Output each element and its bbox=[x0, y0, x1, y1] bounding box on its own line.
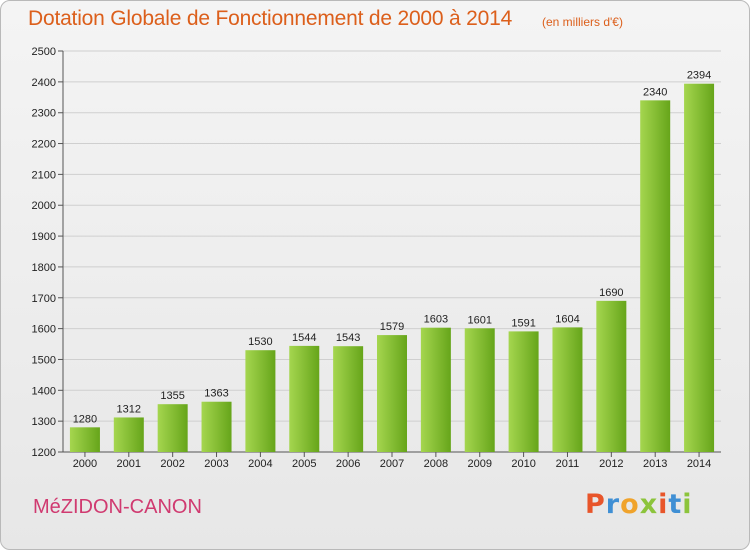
logo-letter: o bbox=[620, 489, 640, 520]
y-tick-label: 1600 bbox=[32, 324, 56, 336]
bar bbox=[377, 335, 407, 452]
x-tick-label: 2008 bbox=[424, 458, 448, 470]
y-tick-label: 1400 bbox=[32, 385, 56, 397]
data-label: 1312 bbox=[117, 403, 141, 415]
data-label: 1530 bbox=[248, 336, 272, 348]
x-tick-label: 2007 bbox=[380, 458, 404, 470]
x-tick-label: 2006 bbox=[336, 458, 360, 470]
x-tick-label: 2013 bbox=[643, 458, 667, 470]
bars bbox=[69, 83, 715, 452]
chart-title: Dotation Globale de Fonctionnement de 20… bbox=[28, 7, 513, 30]
data-label: 1604 bbox=[555, 313, 579, 325]
town-name: MéZIDON-CANON bbox=[33, 496, 202, 518]
x-tick-label: 2010 bbox=[511, 458, 535, 470]
data-label: 1579 bbox=[380, 321, 404, 333]
y-tick-label: 2300 bbox=[32, 108, 56, 120]
x-tick-label: 2004 bbox=[248, 458, 272, 470]
bar bbox=[552, 327, 583, 452]
x-tick-label: 2002 bbox=[160, 458, 184, 470]
bar bbox=[684, 83, 715, 452]
x-tick-label: 2009 bbox=[467, 458, 491, 470]
logo-letter: r bbox=[605, 489, 621, 520]
y-tick-label: 1500 bbox=[32, 354, 56, 366]
logo-letter: t bbox=[668, 489, 683, 520]
y-tick-label: 1900 bbox=[32, 231, 56, 243]
bar bbox=[640, 100, 671, 452]
logo-letter: i bbox=[682, 489, 693, 520]
y-tick-label: 2500 bbox=[32, 46, 56, 58]
bar bbox=[420, 327, 451, 452]
bar bbox=[157, 404, 188, 452]
y-tick-label: 2000 bbox=[32, 200, 56, 212]
y-tick-label: 2400 bbox=[32, 77, 56, 89]
x-tick-label: 2001 bbox=[117, 458, 141, 470]
x-tick-label: 2005 bbox=[292, 458, 316, 470]
bar bbox=[464, 328, 495, 452]
x-tick-label: 2014 bbox=[687, 458, 711, 470]
y-tick-label: 2100 bbox=[32, 169, 56, 181]
data-label: 1601 bbox=[467, 314, 491, 326]
data-label: 1543 bbox=[336, 332, 360, 344]
y-tick-label: 2200 bbox=[32, 139, 56, 151]
logo-letter: P bbox=[585, 489, 606, 520]
data-label: 1363 bbox=[204, 388, 228, 400]
logo-letter: i bbox=[658, 489, 669, 520]
labels: 1280 1312 1355 1363 1530 1544 1543 1579 1603 1601… bbox=[73, 70, 712, 426]
data-label: 1591 bbox=[511, 317, 535, 329]
y-tick-label: 1700 bbox=[32, 293, 56, 305]
data-label: 1690 bbox=[599, 287, 623, 299]
data-label: 1603 bbox=[424, 314, 448, 326]
bar bbox=[333, 346, 364, 452]
bar bbox=[289, 345, 320, 452]
x-tick-label: 2003 bbox=[204, 458, 228, 470]
data-label: 2340 bbox=[643, 86, 667, 98]
data-label: 1544 bbox=[292, 332, 316, 344]
proxiti-logo: Proxiti bbox=[585, 489, 693, 520]
data-label: 1280 bbox=[73, 413, 97, 425]
chart-unit: (en milliers d'€) bbox=[542, 15, 623, 29]
bar bbox=[69, 427, 100, 452]
logo-letter: x bbox=[639, 489, 659, 520]
bar bbox=[113, 417, 144, 452]
data-label: 2394 bbox=[687, 70, 711, 82]
y-tick-label: 1200 bbox=[32, 447, 56, 459]
bar bbox=[201, 401, 232, 452]
x-tick-label: 2011 bbox=[556, 458, 580, 470]
x-tick-label: 2012 bbox=[599, 458, 623, 470]
bar bbox=[245, 350, 276, 452]
bar bbox=[596, 300, 627, 452]
y-tick-label: 1300 bbox=[32, 416, 56, 428]
y-tick-label: 1800 bbox=[32, 262, 56, 274]
data-label: 1355 bbox=[160, 390, 184, 402]
x-tick-label: 2000 bbox=[73, 458, 97, 470]
bar bbox=[508, 331, 539, 452]
